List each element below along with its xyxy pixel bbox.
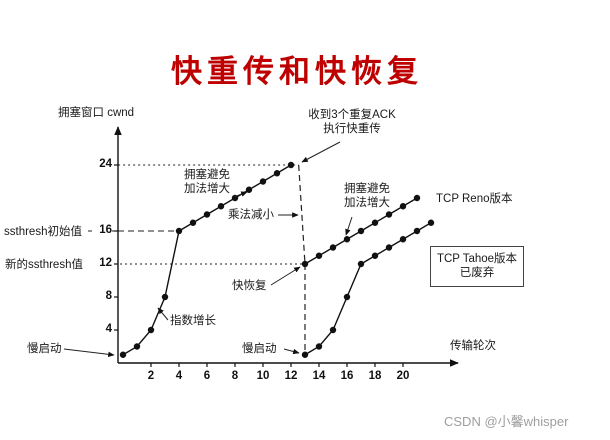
congestion-avoidance-1-line1: 拥塞避免 xyxy=(184,169,230,181)
data-point xyxy=(147,326,155,334)
annotation-arrow-slow-start-mid xyxy=(283,348,300,355)
y-tick-label-24: 24 xyxy=(92,158,112,170)
y-tick-label-12: 12 xyxy=(92,257,112,269)
data-point xyxy=(371,219,379,226)
data-point xyxy=(343,293,351,301)
fast-retransmit-annotation: 收到3个重复ACK 执行快重传 xyxy=(300,108,404,137)
multiplicative-decrease-annotation: 乘法减小 xyxy=(228,209,274,221)
data-point xyxy=(301,351,309,358)
fast-retransmit-annotation-line1: 收到3个重复ACK xyxy=(308,109,396,121)
annotation-arrow-congestion-avoidance-1 xyxy=(233,191,248,198)
annotation-arrow-congestion-avoidance-2 xyxy=(345,216,353,236)
congestion-avoidance-annotation-1: 拥塞避免 加法增大 xyxy=(176,168,238,197)
y-tick-label-8: 8 xyxy=(92,290,112,302)
series-line-tcp-tahoe-restart xyxy=(304,222,432,356)
data-point xyxy=(399,236,407,243)
ssthresh-new-label: 新的ssthresh值 xyxy=(5,259,83,271)
x-tick-label-20: 20 xyxy=(396,370,410,382)
transition-multiplicative-decrease-reno xyxy=(298,164,306,265)
congestion-avoidance-2-line1: 拥塞避免 xyxy=(344,183,390,195)
x-tick-label-12: 12 xyxy=(284,370,298,382)
annotation-arrow-exponential-growth xyxy=(157,307,169,321)
x-tick-label-4: 4 xyxy=(175,370,183,382)
data-point xyxy=(329,326,337,334)
congestion-avoidance-1-line2: 加法增大 xyxy=(184,183,230,196)
data-point xyxy=(301,260,309,268)
x-tick-label-10: 10 xyxy=(256,370,270,382)
x-tick-label-14: 14 xyxy=(312,370,326,382)
data-point xyxy=(385,211,393,218)
y-axis-title: 拥塞窗口 cwnd xyxy=(58,107,135,119)
y-tick-label-4: 4 xyxy=(92,323,112,335)
slow-start-label-mid: 慢启动 xyxy=(242,343,277,355)
data-point xyxy=(343,236,351,243)
data-point xyxy=(413,194,421,202)
congestion-avoidance-2-line2: 加法增大 xyxy=(344,197,390,210)
ssthresh-initial-label: ssthresh初始值 xyxy=(4,226,82,238)
x-tick-label-16: 16 xyxy=(340,370,354,382)
y-tick-label-16: 16 xyxy=(92,224,112,236)
slow-start-label-left: 慢启动 xyxy=(27,343,62,355)
watermark: CSDN @小馨whisper xyxy=(444,414,569,429)
tcp-reno-label: TCP Reno版本 xyxy=(436,193,513,205)
data-point xyxy=(119,351,127,358)
x-tick-label-8: 8 xyxy=(231,370,239,382)
data-point xyxy=(161,293,169,301)
data-point xyxy=(287,161,295,169)
data-point xyxy=(245,186,253,193)
data-point xyxy=(385,244,393,251)
data-point xyxy=(315,343,323,350)
annotation-arrow-fast-retransmit xyxy=(301,141,341,163)
annotation-arrow-fast-recovery xyxy=(270,266,301,286)
x-tick-label-18: 18 xyxy=(368,370,382,382)
page-title: 快重传和快恢复 xyxy=(171,54,423,89)
data-point xyxy=(399,203,407,210)
data-point xyxy=(259,178,267,185)
annotation-arrow-slow-start-left xyxy=(63,348,115,358)
tcp-tahoe-box: TCP Tahoe版本 已废弃 xyxy=(430,246,524,287)
x-tick-label-2: 2 xyxy=(147,370,155,382)
tcp-tahoe-line1: TCP Tahoe版本 xyxy=(436,253,518,265)
x-tick-label-6: 6 xyxy=(203,370,211,382)
data-point xyxy=(329,244,337,251)
data-point xyxy=(357,227,365,235)
data-point xyxy=(273,170,281,177)
data-point xyxy=(413,227,421,235)
x-axis-title: 传输轮次 xyxy=(450,340,496,352)
data-point xyxy=(175,227,183,235)
data-point xyxy=(217,203,225,210)
data-point xyxy=(315,252,323,259)
data-point xyxy=(357,260,365,268)
fast-retransmit-annotation-line2: 执行快重传 xyxy=(323,123,381,136)
data-point xyxy=(371,252,379,259)
data-point xyxy=(133,343,141,350)
exponential-growth-label: 指数增长 xyxy=(170,315,216,327)
data-point xyxy=(203,211,211,218)
data-point xyxy=(189,219,197,226)
data-point xyxy=(427,219,435,226)
fast-recovery-label: 快恢复 xyxy=(232,280,267,292)
tcp-tahoe-line2: 已废弃 xyxy=(459,267,495,280)
congestion-avoidance-annotation-2: 拥塞避免 加法增大 xyxy=(336,182,398,211)
